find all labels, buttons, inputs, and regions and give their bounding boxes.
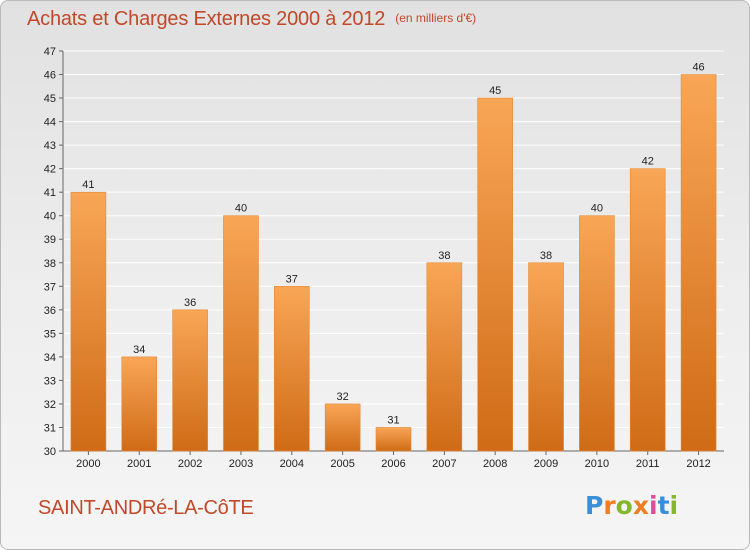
proxiti-logo: Proxiti xyxy=(585,491,678,520)
logo-letter: t xyxy=(657,491,670,520)
city-name: SAINT-ANDRé-LA-CôTE xyxy=(38,497,254,519)
data-label: 46 xyxy=(692,62,704,74)
y-tick-label: 43 xyxy=(44,140,56,152)
data-label: 37 xyxy=(286,273,298,285)
y-tick-label: 38 xyxy=(44,258,56,270)
bar-2008 xyxy=(477,97,513,452)
bar-2005 xyxy=(324,403,361,452)
bar-2004 xyxy=(274,285,310,452)
y-tick-label: 44 xyxy=(44,117,56,129)
bar-2006 xyxy=(375,427,412,452)
x-tick-label: 2005 xyxy=(330,458,354,470)
label-layer: 41 34 36 40 37 32 31 38 45 38 40 42 46 xyxy=(82,62,704,427)
chart-subtitle: (en milliers d'€) xyxy=(395,11,477,25)
x-tick-label: 2006 xyxy=(381,458,405,470)
data-label: 40 xyxy=(235,203,247,215)
bar-2000 xyxy=(70,191,107,452)
logo-letter: r xyxy=(603,491,616,520)
y-tick-label: 46 xyxy=(44,70,56,82)
y-tick-label: 33 xyxy=(44,375,56,387)
axis-layer: 30 31 32 33 34 35 36 37 38 39 40 41 42 43 44 45 46 47 2000… xyxy=(44,46,724,470)
chart-title: Achats et Charges Externes 2000 à 2012 xyxy=(27,8,386,30)
x-tick-label: 2002 xyxy=(178,458,202,470)
y-tick-label: 47 xyxy=(44,46,56,58)
x-tick-label: 2001 xyxy=(127,458,151,470)
y-tick-label: 45 xyxy=(44,93,56,105)
data-label: 36 xyxy=(184,297,196,309)
x-tick-label: 2003 xyxy=(229,458,253,470)
data-label: 38 xyxy=(438,250,450,262)
bar-2010 xyxy=(579,215,615,452)
y-tick-label: 31 xyxy=(44,422,56,434)
logo-letter: x xyxy=(632,491,649,520)
x-tick-label: 2010 xyxy=(585,458,609,470)
x-tick-label: 2008 xyxy=(483,458,507,470)
y-tick-label: 40 xyxy=(44,211,56,223)
bar-2011 xyxy=(629,168,666,452)
y-tick-label: 35 xyxy=(44,328,56,340)
grid-layer xyxy=(63,50,724,452)
x-tick-label: 2012 xyxy=(686,458,710,470)
data-label: 38 xyxy=(540,250,552,262)
x-tick-label: 2007 xyxy=(432,458,456,470)
x-tick-label: 2004 xyxy=(280,458,304,470)
data-label: 34 xyxy=(133,344,145,356)
x-tick-label: 2000 xyxy=(76,458,100,470)
y-tick-label: 41 xyxy=(44,187,56,199)
bar-2003 xyxy=(223,215,259,452)
bar-2012 xyxy=(680,74,717,452)
bar-2007 xyxy=(426,262,463,452)
y-tick-label: 42 xyxy=(44,164,56,176)
data-label: 32 xyxy=(337,391,349,403)
bar-2002 xyxy=(172,309,208,452)
y-tick-label: 34 xyxy=(44,352,56,364)
y-tick-label: 30 xyxy=(44,446,56,458)
logo-letter: o xyxy=(615,491,633,520)
y-tick-label: 32 xyxy=(44,399,56,411)
data-label: 45 xyxy=(489,85,501,97)
logo-letter: i xyxy=(669,491,679,520)
bar-2001 xyxy=(121,356,158,452)
logo-letter: P xyxy=(585,491,604,520)
y-tick-label: 37 xyxy=(44,281,56,293)
data-label: 42 xyxy=(642,156,654,168)
data-label: 41 xyxy=(82,179,94,191)
x-tick-label: 2009 xyxy=(534,458,558,470)
logo-letter: i xyxy=(649,491,658,520)
x-tick-label: 2011 xyxy=(636,458,660,470)
y-tick-label: 36 xyxy=(44,305,56,317)
data-label: 31 xyxy=(387,414,399,426)
title-row: Achats et Charges Externes 2000 à 2012 (e… xyxy=(27,8,476,31)
bar-2009 xyxy=(528,262,564,452)
y-tick-label: 39 xyxy=(44,234,56,246)
data-label: 40 xyxy=(591,203,603,215)
bar-layer xyxy=(70,74,717,452)
